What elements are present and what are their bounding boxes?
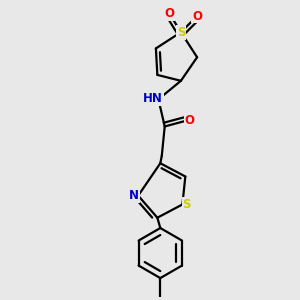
Text: N: N <box>129 189 139 202</box>
Text: S: S <box>183 198 191 211</box>
Text: O: O <box>192 10 202 22</box>
Text: O: O <box>164 7 174 20</box>
Text: HN: HN <box>143 92 163 105</box>
Text: O: O <box>185 114 195 127</box>
Text: S: S <box>177 26 185 39</box>
